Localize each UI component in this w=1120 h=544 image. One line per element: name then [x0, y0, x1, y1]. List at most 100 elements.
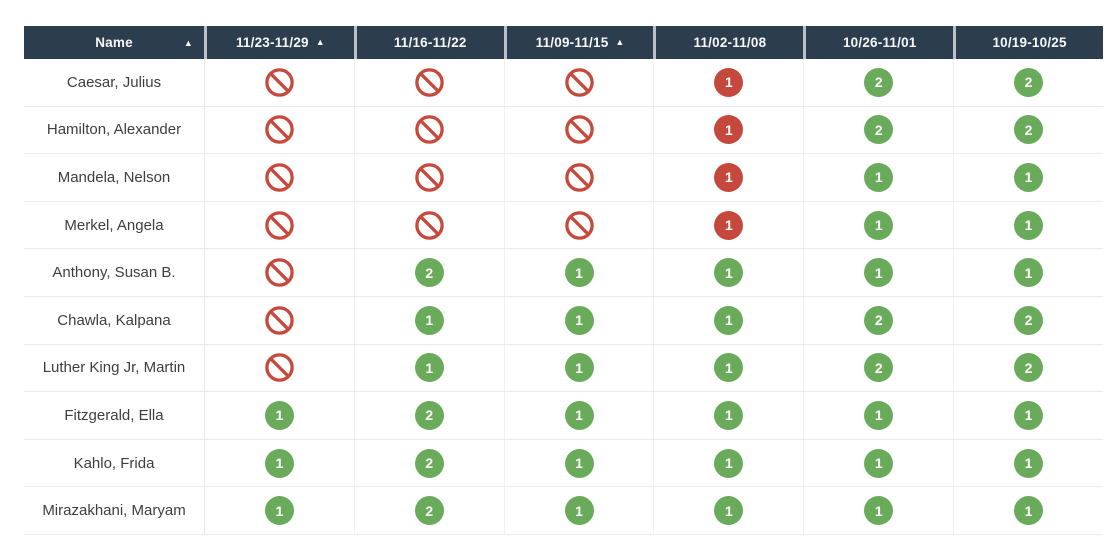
no-entry-icon[interactable]	[264, 162, 295, 193]
count-badge[interactable]: 1	[864, 496, 894, 526]
count-badge[interactable]: 1	[864, 258, 894, 288]
count-badge[interactable]: 1	[1014, 210, 1044, 240]
no-entry-icon[interactable]	[264, 114, 295, 145]
availability-cell: 1	[653, 59, 803, 106]
availability-cell: 1	[353, 344, 504, 392]
availability-cell: 1	[653, 106, 803, 154]
count-badge[interactable]: 2	[864, 353, 894, 383]
count-badge[interactable]: 1	[714, 210, 744, 240]
count-badge[interactable]: 2	[864, 67, 894, 97]
availability-cell: 1	[803, 439, 953, 487]
table-row: Mandela, Nelson 1 1 1	[24, 154, 1103, 202]
availability-cell: 2	[803, 344, 953, 392]
count-badge[interactable]: 1	[864, 448, 894, 478]
count-badge[interactable]: 1	[564, 448, 594, 478]
count-badge[interactable]: 1	[714, 162, 744, 192]
availability-cell: 1	[503, 392, 654, 439]
availability-cell	[204, 201, 354, 249]
count-badge[interactable]: 1	[1014, 258, 1044, 288]
no-entry-icon[interactable]	[414, 67, 445, 98]
count-badge[interactable]: 1	[714, 448, 744, 478]
count-badge[interactable]: 1	[264, 448, 294, 478]
no-entry-icon[interactable]	[264, 257, 295, 288]
count-badge[interactable]: 1	[264, 400, 294, 430]
no-entry-icon[interactable]	[264, 352, 295, 383]
availability-cell	[204, 154, 354, 201]
column-header-label: 11/02-11/08	[693, 35, 767, 50]
count-badge[interactable]: 1	[564, 305, 594, 335]
count-badge[interactable]: 1	[864, 400, 894, 430]
count-badge[interactable]: 1	[1014, 448, 1044, 478]
no-entry-icon[interactable]	[414, 162, 445, 193]
column-header-wk-1026-1101[interactable]: 10/26-11/01	[806, 26, 954, 59]
count-badge[interactable]: 1	[864, 162, 894, 192]
count-badge[interactable]: 1	[714, 115, 744, 145]
count-badge[interactable]: 1	[714, 305, 744, 335]
count-badge[interactable]: 1	[564, 258, 594, 288]
availability-cell: 1	[503, 249, 654, 296]
table-row: Kahlo, Frida 1 2 1 1 1 1	[24, 439, 1103, 488]
count-badge[interactable]: 1	[714, 496, 744, 526]
count-badge[interactable]: 1	[1014, 162, 1044, 192]
table-row: Merkel, Angela 1 1 1	[24, 201, 1103, 250]
column-header-wk-1116-1122[interactable]: 11/16-11/22	[356, 26, 504, 59]
availability-cell: 1	[503, 439, 654, 487]
person-name: Chawla, Kalpana	[57, 311, 171, 329]
column-header-wk-1102-1108[interactable]: 11/02-11/08	[656, 26, 804, 59]
table-body: Caesar, Julius 1 2 2 Hamilton, Alexander 1 2 2 M…	[24, 59, 1103, 535]
count-badge[interactable]: 2	[414, 400, 444, 430]
count-badge[interactable]: 1	[264, 496, 294, 526]
count-badge[interactable]: 2	[1014, 353, 1044, 383]
no-entry-icon[interactable]	[264, 67, 295, 98]
count-badge[interactable]: 1	[714, 67, 744, 97]
count-badge[interactable]: 1	[714, 353, 744, 383]
no-entry-icon[interactable]	[564, 210, 595, 241]
sort-ascending-icon: ▲	[183, 37, 193, 48]
availability-cell: 1	[803, 154, 953, 201]
column-header-wk-1109-1115[interactable]: 11/09-11/15 ▲	[506, 26, 654, 59]
availability-cell: 1	[803, 201, 953, 249]
no-entry-icon[interactable]	[414, 210, 445, 241]
no-entry-icon[interactable]	[264, 210, 295, 241]
availability-cell: 2	[353, 392, 504, 439]
column-header-wk-1019-1025[interactable]: 10/19-10/25	[956, 26, 1103, 59]
count-badge[interactable]: 2	[1014, 115, 1044, 145]
count-badge[interactable]: 2	[414, 448, 444, 478]
count-badge[interactable]: 2	[864, 305, 894, 335]
column-header-wk-1123-1129[interactable]: 11/23-11/29 ▲	[207, 26, 354, 59]
availability-cell: 1	[503, 296, 654, 344]
count-badge[interactable]: 1	[864, 210, 894, 240]
table-row: Caesar, Julius 1 2 2	[24, 59, 1103, 107]
availability-cell: 1	[803, 249, 953, 296]
count-badge[interactable]: 2	[414, 496, 444, 526]
availability-cell	[503, 201, 654, 249]
availability-cell	[503, 59, 654, 106]
count-badge[interactable]: 2	[1014, 305, 1044, 335]
no-entry-icon[interactable]	[564, 67, 595, 98]
count-badge[interactable]: 2	[1014, 67, 1044, 97]
table-row: Chawla, Kalpana 1 1 1 2 2	[24, 296, 1103, 345]
count-badge[interactable]: 1	[564, 353, 594, 383]
no-entry-icon[interactable]	[264, 305, 295, 336]
availability-cell: 1	[503, 344, 654, 392]
no-entry-icon[interactable]	[564, 162, 595, 193]
count-badge[interactable]: 1	[414, 353, 444, 383]
availability-cell	[503, 106, 654, 154]
no-entry-icon[interactable]	[564, 114, 595, 145]
person-name: Caesar, Julius	[66, 73, 162, 91]
count-badge[interactable]: 1	[714, 258, 744, 288]
count-badge[interactable]: 1	[564, 400, 594, 430]
count-badge[interactable]: 1	[414, 305, 444, 335]
no-entry-icon[interactable]	[414, 114, 445, 145]
count-badge[interactable]: 2	[414, 258, 444, 288]
count-badge[interactable]: 2	[864, 115, 894, 145]
availability-cell: 2	[953, 296, 1103, 344]
count-badge[interactable]: 1	[564, 496, 594, 526]
table-row: Anthony, Susan B. 2 1 1 1 1	[24, 249, 1103, 297]
count-badge[interactable]: 1	[714, 400, 744, 430]
count-badge[interactable]: 1	[1014, 400, 1044, 430]
availability-cell: 1	[204, 392, 354, 439]
count-badge[interactable]: 1	[1014, 496, 1044, 526]
table-row: Hamilton, Alexander 1 2 2	[24, 106, 1103, 155]
column-header-name[interactable]: Name ▲	[24, 26, 204, 59]
